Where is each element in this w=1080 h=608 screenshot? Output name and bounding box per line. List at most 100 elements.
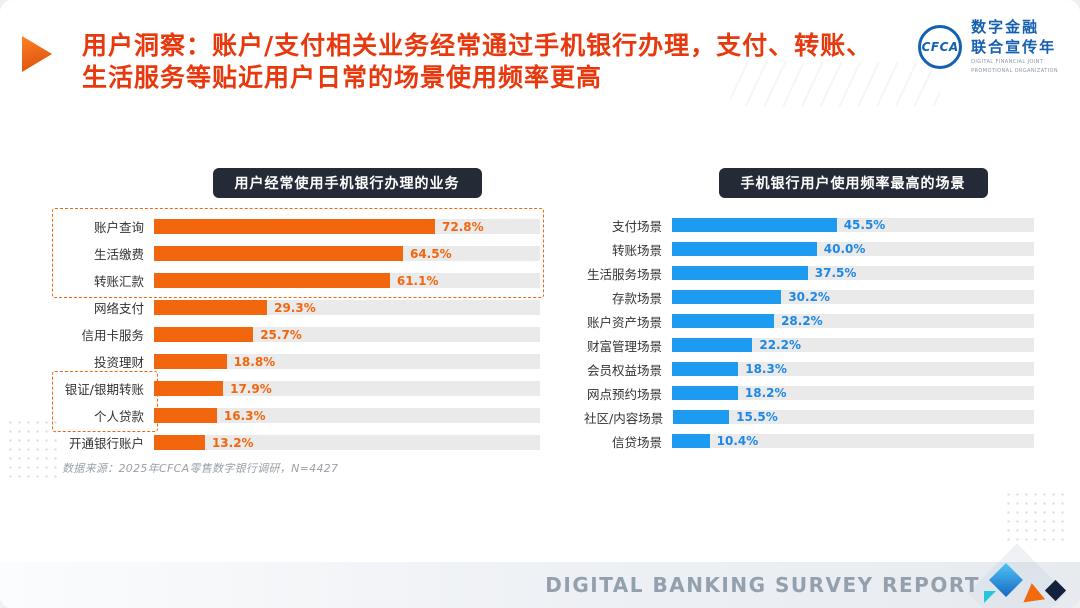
bar-value-label: 16.3% (223, 408, 266, 423)
bar-category-label: 开通银行账户 (68, 436, 144, 451)
bar-track: 13.2% (154, 435, 540, 450)
bar-row: 财富管理场景 22.2% (584, 333, 1034, 357)
bar-category-label: 账户查询 (93, 220, 144, 235)
bar-category-label: 银证/银期转账 (64, 382, 144, 397)
chart-scenes: 手机银行用户使用频率最高的场景 支付场景 45.5% 转账场景 40.0% 生活服务场景… (584, 168, 1034, 453)
bar-row: 投资理财 18.8% (62, 348, 540, 375)
bar-track: 61.1% (154, 273, 540, 288)
logo-tagline-line1: DIGITAL FINANCIAL JOINT (971, 59, 1044, 65)
report-title: DIGITAL BANKING SURVEY REPORT (545, 573, 980, 597)
page-title-line1: 用户洞察：账户/支付相关业务经常通过手机银行办理，支付、转账、 (82, 31, 873, 60)
dot-grid-decoration-bottom-right (1004, 490, 1070, 544)
bar-row: 网点预约场景 18.2% (584, 381, 1034, 405)
bar (672, 290, 782, 304)
dot-grid-decoration-bottom-left (6, 418, 62, 484)
bar (672, 266, 808, 280)
bar (154, 435, 205, 450)
chart-businesses-title-wrap: 用户经常使用手机银行办理的业务 (154, 168, 540, 198)
logo-tagline-line2: PROMOTIONAL ORGANIZATION (971, 68, 1058, 74)
bar-row: 个人贷款 16.3% (62, 402, 540, 429)
bar-track: 17.9% (154, 381, 540, 396)
bar-track: 18.3% (672, 362, 1034, 376)
bar-category-label: 财富管理场景 (586, 338, 662, 354)
bar-row: 转账汇款 61.1% (62, 267, 540, 294)
bar-value-label: 30.2% (788, 290, 830, 304)
bar-value-label: 37.5% (814, 266, 857, 280)
bar-value-label: 40.0% (823, 242, 866, 256)
bar-track: 18.2% (672, 386, 1034, 400)
bar-row: 会员权益场景 18.3% (584, 357, 1034, 381)
bar-value-label: 18.3% (745, 362, 787, 376)
bar-track: 72.8% (154, 219, 540, 234)
bar-category-label: 转账汇款 (93, 274, 144, 289)
bar (672, 362, 739, 376)
bar (154, 354, 227, 369)
bar-row: 生活缴费 64.5% (62, 240, 540, 267)
bar-row: 生活服务场景 37.5% (584, 261, 1034, 285)
bar-value-label: 15.5% (736, 410, 778, 424)
bar-row: 银证/银期转账 17.9% (62, 375, 540, 402)
bar (154, 327, 254, 342)
bar-value-label: 10.4% (716, 434, 759, 448)
chart-businesses: 用户经常使用手机银行办理的业务 账户查询 72.8% 生活缴费 64.5% 转账汇款 61… (52, 168, 544, 456)
bar-row: 网络支付 29.3% (62, 294, 540, 321)
bar-track: 16.3% (154, 408, 540, 423)
cfca-logo: CFCA 数字金融 联合宣传年 DIGITAL FINANCIAL JOINT … (918, 18, 1058, 75)
bar-category-label: 生活缴费 (93, 247, 144, 262)
page-title: 用户洞察：账户/支付相关业务经常通过手机银行办理，支付、转账、 生活服务等贴近用… (82, 30, 872, 94)
bar-category-label: 信贷场景 (611, 434, 662, 450)
logo-name-line2: 联合宣传年 (971, 37, 1057, 56)
bar-row: 账户资产场景 28.2% (584, 309, 1034, 333)
bar-value-label: 61.1% (396, 273, 439, 288)
bar-track: 29.3% (154, 300, 540, 315)
chart-scenes-title-wrap: 手机银行用户使用频率最高的场景 (672, 168, 1034, 198)
bar-track: 28.2% (672, 314, 1034, 328)
diagonal-lines-decoration (730, 62, 940, 106)
bar (673, 410, 730, 424)
bar (672, 338, 753, 352)
bar-value-label: 25.7% (260, 327, 302, 342)
bar-category-label: 个人贷款 (93, 409, 144, 424)
cfca-logo-icon: CFCA (918, 24, 963, 69)
bar-row: 账户查询 72.8% (62, 213, 540, 240)
bar-track: 10.4% (672, 434, 1034, 448)
bar-category-label: 网点预约场景 (586, 386, 662, 402)
chart-businesses-title: 用户经常使用手机银行办理的业务 (212, 168, 482, 198)
bar-track: 64.5% (154, 246, 540, 261)
bar-category-label: 存款场景 (611, 290, 662, 306)
bar-track: 22.2% (672, 338, 1034, 352)
bar-value-label: 22.2% (759, 338, 801, 352)
bar-category-label: 账户资产场景 (586, 314, 662, 330)
bar-value-label: 29.3% (274, 300, 316, 315)
bar-row: 支付场景 45.5% (584, 213, 1034, 237)
bar (672, 434, 710, 448)
bar-track: 25.7% (154, 327, 540, 342)
bar (154, 273, 390, 288)
bar-value-label: 18.2% (744, 386, 787, 400)
bar-value-label: 72.8% (442, 219, 484, 234)
bar-row: 信贷场景 10.4% (584, 429, 1034, 453)
bar (154, 219, 435, 234)
header: 用户洞察：账户/支付相关业务经常通过手机银行办理，支付、转账、 生活服务等贴近用… (22, 30, 930, 94)
bar-track: 37.5% (672, 266, 1034, 280)
bar (154, 408, 217, 423)
bar (672, 314, 775, 328)
bar-row: 开通银行账户 13.2% (62, 429, 540, 456)
bar-value-label: 45.5% (843, 218, 886, 232)
bar-category-label: 会员权益场景 (586, 362, 662, 378)
bar-track: 40.0% (672, 242, 1034, 256)
chart-scenes-rows: 支付场景 45.5% 转账场景 40.0% 生活服务场景 37.5% 存款场景 30.2% 账户… (584, 213, 1034, 453)
bar-category-label: 投资理财 (93, 355, 144, 370)
bar-track: 18.8% (154, 354, 540, 369)
bar-category-label: 网络支付 (93, 301, 144, 316)
chart-businesses-rows: 账户查询 72.8% 生活缴费 64.5% 转账汇款 61.1% 网络支付 29.3% 信用卡服… (52, 208, 544, 456)
bar-value-label: 17.9% (230, 381, 272, 396)
bar-track: 15.5% (673, 410, 1034, 424)
bar-category-label: 生活服务场景 (586, 266, 662, 282)
bar-value-label: 13.2% (211, 435, 254, 450)
bar-row: 信用卡服务 25.7% (62, 321, 540, 348)
bar-value-label: 28.2% (781, 314, 823, 328)
bar-category-label: 转账场景 (611, 242, 662, 258)
bar (154, 300, 268, 315)
